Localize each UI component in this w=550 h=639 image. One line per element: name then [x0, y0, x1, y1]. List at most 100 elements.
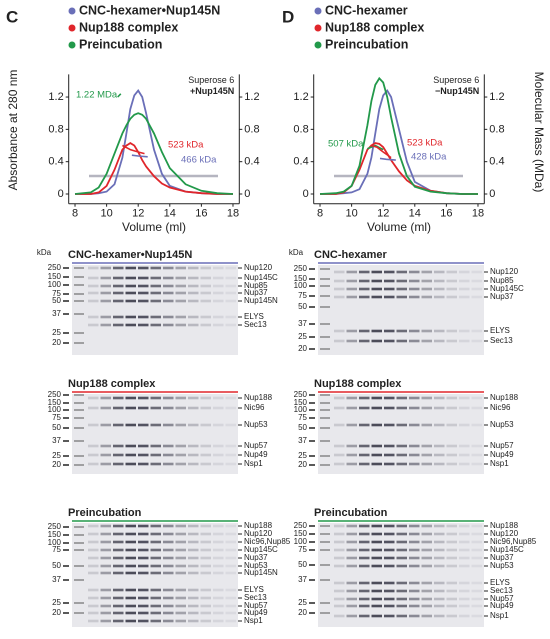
band: [88, 524, 99, 528]
band: [446, 339, 457, 343]
protein-label: Nup37: [244, 288, 268, 297]
marker-label: 25: [298, 332, 307, 341]
band: [320, 549, 330, 551]
x-tick-label: 14: [164, 208, 176, 220]
band: [409, 581, 420, 585]
band: [409, 540, 420, 544]
band: [163, 588, 174, 592]
band: [225, 619, 236, 623]
band: [213, 291, 224, 295]
y-axis-label: Absorbance at 280 nm: [6, 70, 20, 191]
band: [100, 266, 111, 270]
band: [396, 287, 407, 291]
band: [396, 548, 407, 552]
column-note: −Nup145N: [435, 86, 479, 96]
legend-label: CNC-hexamer•Nup145N: [79, 3, 220, 17]
marker-label: 150: [48, 530, 62, 539]
band: [138, 323, 149, 327]
band: [163, 396, 174, 400]
band: [88, 571, 99, 575]
marker-label: 150: [294, 274, 308, 283]
marker-label: 25: [52, 451, 61, 460]
band: [409, 597, 420, 601]
band: [446, 396, 457, 400]
marker-label: 20: [298, 460, 307, 469]
band: [225, 453, 236, 457]
protein-label: Nic96: [490, 403, 511, 412]
band: [225, 315, 236, 319]
band: [459, 396, 470, 400]
band: [359, 287, 370, 291]
marker-label: 150: [48, 398, 62, 407]
marker-label: 37: [298, 319, 307, 328]
band: [346, 524, 357, 528]
band: [359, 453, 370, 457]
band: [446, 532, 457, 536]
protein-label: Nup37: [244, 553, 268, 562]
band: [396, 614, 407, 618]
band: [409, 589, 420, 593]
band: [88, 548, 99, 552]
band: [409, 329, 420, 333]
band: [446, 597, 457, 601]
band: [200, 284, 211, 288]
band: [346, 444, 357, 448]
protein-label: Sec13: [244, 320, 267, 329]
band: [384, 444, 395, 448]
band: [471, 444, 482, 448]
band: [421, 540, 432, 544]
band: [138, 540, 149, 544]
x-tick-label: 16: [440, 208, 452, 220]
band: [421, 604, 432, 608]
band: [100, 423, 111, 427]
protein-label: Nup53: [244, 561, 268, 570]
legend-label: Nup188 complex: [325, 20, 424, 34]
x-tick-label: 8: [72, 208, 78, 220]
band: [409, 532, 420, 536]
band: [434, 604, 445, 608]
band: [446, 462, 457, 466]
band: [421, 556, 432, 560]
band: [74, 542, 84, 544]
band: [150, 604, 161, 608]
legend-marker: [314, 41, 322, 49]
band: [459, 423, 470, 427]
band: [225, 396, 236, 400]
band: [446, 604, 457, 608]
band: [138, 556, 149, 560]
band: [150, 532, 161, 536]
band: [225, 588, 236, 592]
band: [421, 406, 432, 410]
band: [225, 423, 236, 427]
band: [334, 423, 345, 427]
band: [421, 423, 432, 427]
band: [471, 462, 482, 466]
band: [359, 462, 370, 466]
band: [175, 548, 186, 552]
band: [74, 440, 84, 442]
band: [346, 540, 357, 544]
y-tick-label: 0: [58, 188, 64, 200]
band: [188, 291, 199, 295]
band: [421, 339, 432, 343]
gel-title: Preincubation: [68, 507, 142, 519]
marker-label: 75: [52, 545, 61, 554]
marker-label: 25: [52, 598, 61, 607]
band: [74, 427, 84, 429]
band: [74, 300, 84, 302]
band: [334, 532, 345, 536]
band: [396, 444, 407, 448]
band: [175, 556, 186, 560]
marker-label: 37: [52, 309, 61, 318]
band: [88, 588, 99, 592]
band: [88, 619, 99, 623]
band: [125, 276, 136, 280]
band: [446, 564, 457, 568]
band: [138, 276, 149, 280]
band: [100, 540, 111, 544]
band: [384, 540, 395, 544]
band: [471, 556, 482, 560]
band: [163, 548, 174, 552]
band: [346, 604, 357, 608]
